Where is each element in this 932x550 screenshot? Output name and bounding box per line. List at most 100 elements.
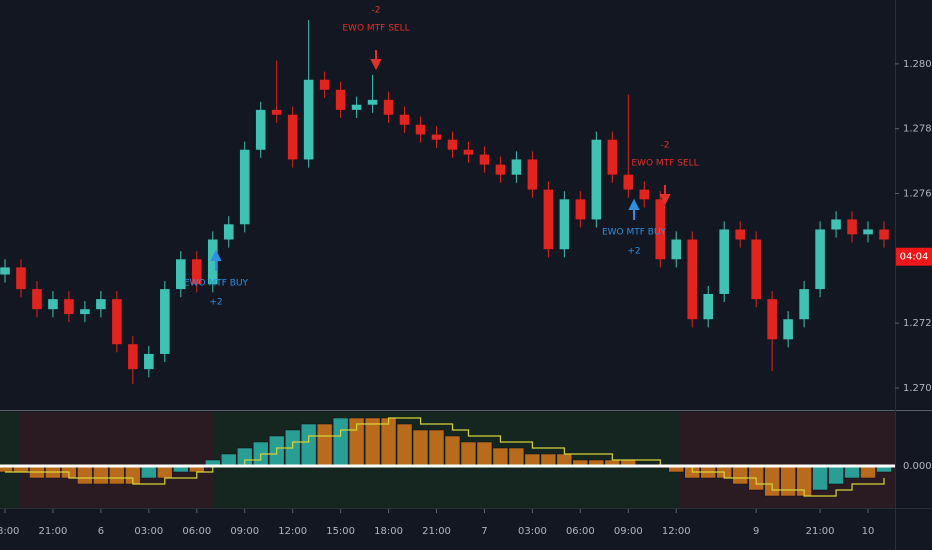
candle-body (719, 229, 729, 294)
osc-bar (460, 441, 477, 467)
x-tick-label: 06:00 (182, 526, 211, 537)
candle-body (431, 134, 442, 140)
x-tick-label: 7 (481, 526, 487, 537)
x-tick-label: 03:00 (518, 526, 547, 537)
osc-bar (412, 429, 429, 467)
x-tick-label: 21:00 (806, 526, 835, 537)
signal-text: EWO MTF BUY (184, 279, 249, 289)
candle-body (447, 139, 458, 150)
candle-body (112, 299, 122, 345)
x-tick-label: 18:00 (0, 526, 19, 537)
osc-bar (109, 465, 125, 485)
candle-body (255, 109, 266, 150)
candle-body (303, 79, 314, 160)
candle-body (623, 174, 634, 190)
y-tick-label: 1.27000 (903, 383, 932, 394)
signal-text: EWO MTF SELL (342, 24, 409, 34)
candle-body (239, 149, 250, 225)
osc-bar (221, 453, 237, 467)
candle-body (831, 219, 841, 230)
osc-bar (93, 465, 109, 485)
candle-body (767, 299, 777, 340)
candle-body (639, 189, 650, 200)
x-tick-label: 18:00 (374, 526, 403, 537)
signal-line (4, 417, 885, 497)
signal-label: -2 (661, 141, 670, 151)
candle-body (495, 164, 506, 175)
x-tick-label: 06:00 (566, 526, 595, 537)
x-tick-label: 6 (98, 526, 104, 537)
candle-body (223, 224, 234, 240)
osc-bar (157, 465, 173, 479)
candle-body (48, 299, 58, 310)
candle-body (655, 199, 666, 260)
candle-body (783, 319, 793, 340)
osc-bar (828, 465, 844, 485)
osc-bar (428, 429, 445, 467)
x-tick-label: 21:00 (39, 526, 68, 537)
candle-body (799, 289, 809, 320)
candle-body (463, 149, 474, 155)
osc-bar (780, 465, 796, 497)
osc-bar (860, 465, 876, 479)
candle-body (847, 219, 857, 235)
x-tick-label: 03:00 (134, 526, 163, 537)
osc-bar (141, 465, 157, 479)
candle-body (80, 309, 90, 315)
candle-body (32, 289, 42, 310)
signal-label: -2 (372, 6, 381, 16)
candle-body (351, 104, 362, 110)
candle-body (64, 299, 74, 315)
osc-bar (540, 453, 557, 467)
candle-body (399, 114, 410, 125)
candle-body (176, 259, 186, 290)
signal-label: +2 (627, 247, 640, 257)
osc-bar (77, 465, 93, 485)
candle-body (335, 89, 346, 110)
candle-body (575, 199, 586, 220)
price-tag (896, 247, 932, 266)
x-tick-label: 15:00 (326, 526, 355, 537)
signal-label: +2 (209, 298, 222, 308)
candle-body (191, 259, 202, 285)
candle-body (815, 229, 825, 290)
x-tick-label: 21:00 (422, 526, 451, 537)
osc-bar (524, 453, 541, 467)
y-tick-label: 0.0000 (903, 461, 932, 472)
candle-body (703, 293, 714, 320)
candle-body (591, 139, 602, 220)
candle-body (383, 99, 394, 115)
signal-arrow (659, 185, 671, 206)
candle-body (16, 267, 26, 290)
candle-body (863, 229, 873, 235)
candle-body (879, 229, 889, 240)
x-tick-label: 9 (753, 526, 759, 537)
candle-body (671, 239, 682, 260)
candle-body (415, 124, 426, 135)
candle-body (287, 114, 298, 160)
candle-body (607, 139, 618, 175)
price-tag-label: 04:04 (900, 252, 929, 263)
zone-bull (0, 412, 20, 508)
osc-bar (380, 417, 397, 467)
candle-body (687, 239, 698, 320)
signal-arrow (210, 249, 222, 271)
candle-body (319, 79, 330, 90)
candle-body (0, 267, 10, 275)
osc-bar (396, 423, 413, 467)
x-tick-label: 10 (862, 526, 875, 537)
osc-bar (332, 417, 349, 467)
candle-body (271, 109, 282, 115)
x-tick-label: 09:00 (614, 526, 643, 537)
osc-bar (364, 417, 381, 467)
osc-bar (508, 447, 525, 467)
signal-arrow (628, 198, 640, 220)
osc-bar (556, 453, 573, 467)
osc-bar (476, 441, 493, 467)
candle-body (735, 229, 745, 240)
x-tick-label: 12:00 (278, 526, 307, 537)
x-tick-label: 09:00 (230, 526, 259, 537)
x-tick-label: 12:00 (662, 526, 691, 537)
candle-body (527, 159, 538, 190)
